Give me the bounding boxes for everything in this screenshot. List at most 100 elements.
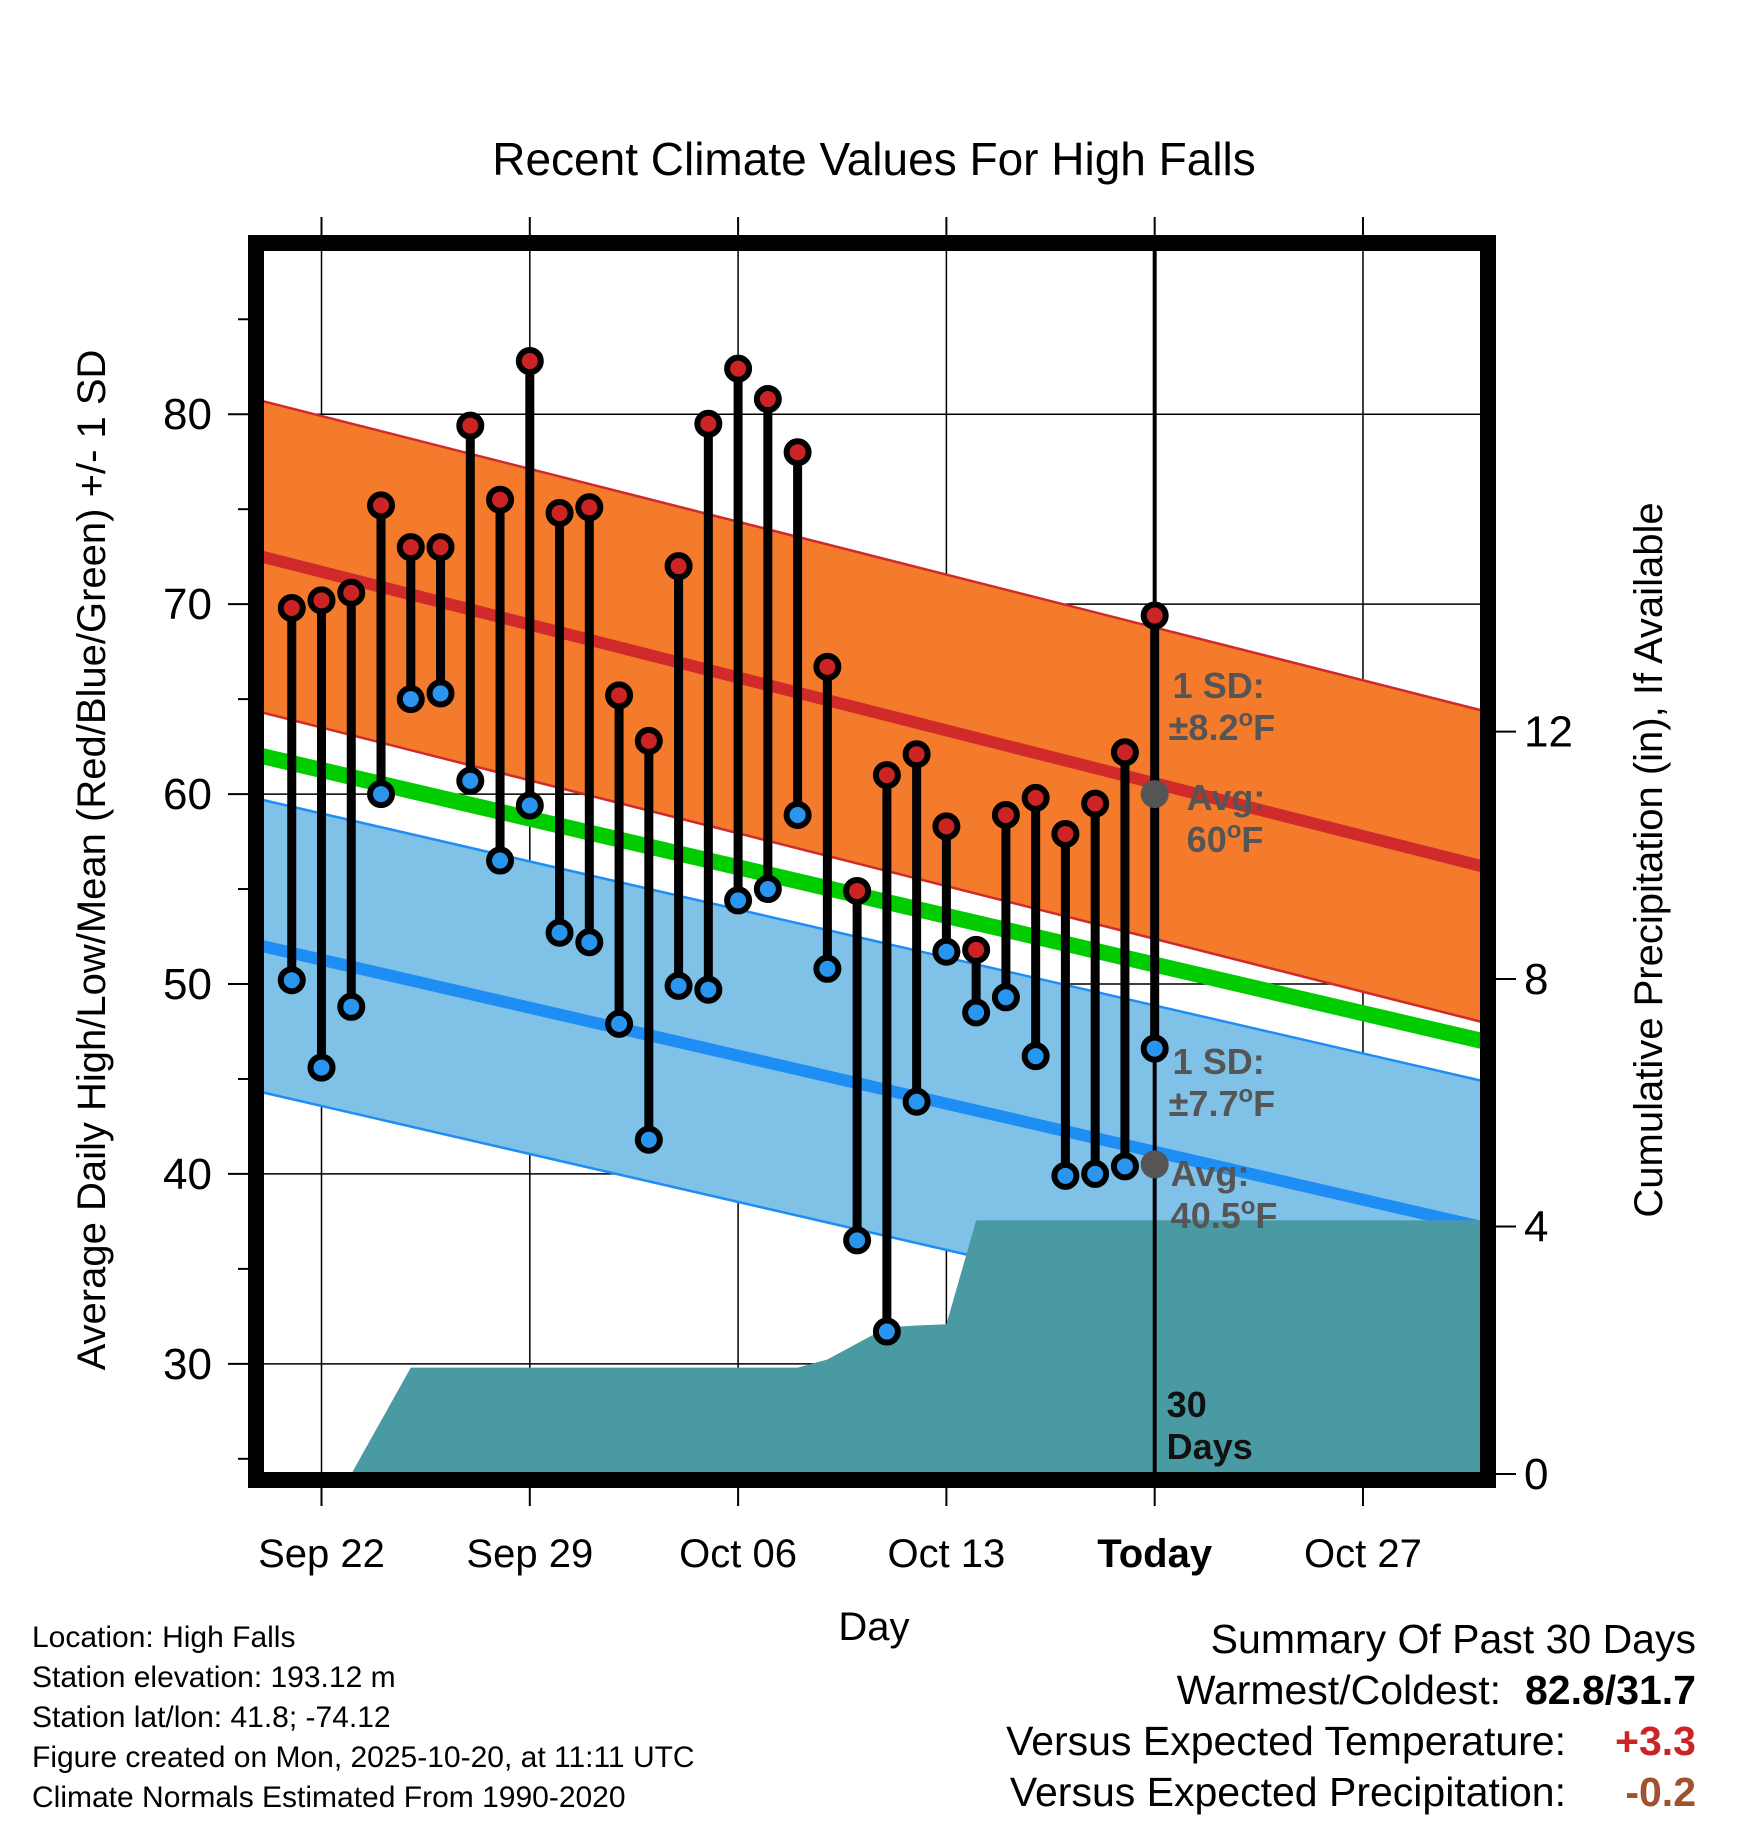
daily-low-point [367,780,396,809]
high-normal-sd-degree: o [1238,705,1253,732]
high-normal-sd-unit: F [1253,707,1275,748]
daily-low-point [337,992,366,1021]
high-normal-sd-label: 1 SD: [1173,665,1265,706]
low-normal-avg-unit: F [1255,1195,1277,1236]
days-label-line: 30 [1167,1384,1207,1425]
x-tick-label: Sep 22 [258,1532,385,1576]
daily-high-point [932,812,961,841]
y-tick-label: 70 [163,580,212,629]
temp-label: Versus Expected Temperature: [1006,1718,1566,1764]
daily-high-point [843,876,872,905]
y2-tick-label: 8 [1524,955,1548,1004]
daily-high-point [1021,783,1050,812]
y2-axis-label: Cumulative Precipitation (in), If Availa… [1627,502,1671,1217]
temp-value: +3.3 [1615,1718,1696,1764]
daily-high-point [991,800,1020,829]
x-tick-label: Oct 13 [887,1532,1005,1576]
daily-low-point [664,971,693,1000]
y2-tick-label: 0 [1524,1450,1548,1499]
high-normal-sd-value: ±8.2oF [1169,705,1275,748]
daily-low-point [843,1226,872,1255]
plot-border [248,235,1496,1488]
daily-high-point [486,485,515,514]
low-normal-avg-degree: o [1241,1193,1256,1220]
precip-label: Versus Expected Precipitation: [1009,1769,1566,1815]
high-normal-avg-label: Avg: [1187,777,1266,818]
daily-low-point [753,875,782,904]
low-normal-avg-marker [1140,1150,1169,1179]
daily-low-point [426,679,455,708]
y-tick-label: 40 [163,1150,212,1199]
plot-frame [248,235,1496,1488]
daily-low-point [932,937,961,966]
daily-high-point [694,409,723,438]
daily-low-point [991,983,1020,1012]
daily-high-point [605,681,634,710]
daily-high-point [277,593,306,622]
y2-tick-label: 4 [1524,1203,1548,1252]
daily-high-point [1110,738,1139,767]
daily-high-point [426,533,455,562]
daily-high-point [456,411,485,440]
daily-low-point [515,791,544,820]
daily-high-point [813,652,842,681]
daily-low-point [575,928,604,957]
daily-range-bars [277,347,1169,1346]
daily-low-point [605,1009,634,1038]
summary-title: Summary Of Past 30 Days [1210,1616,1696,1662]
high-normal-avg-value: 60oF [1187,817,1264,860]
daily-high-point [396,533,425,562]
low-normal-avg-label: Avg: [1171,1153,1250,1194]
daily-low-point [902,1087,931,1116]
y-tick-label: 50 [163,960,212,1009]
daily-low-point [1051,1161,1080,1190]
normal-high-line [260,550,1484,873]
summary-warmest-row: Warmest/Coldest: 82.8/31.7 [1006,1665,1696,1716]
summary-temp-row: Versus Expected Temperature: +3.3 [1006,1716,1696,1767]
latlon-text: Station lat/lon: 41.8; -74.12 [32,1701,391,1734]
daily-high-point [1051,819,1080,848]
daily-high-point [1081,789,1110,818]
daily-high-point [337,578,366,607]
daily-high-point [664,552,693,581]
low-normal-avg-value: 40.5oF [1171,1193,1278,1236]
high-normal-avg-marker [1140,780,1169,809]
daily-low-point [456,766,485,795]
daily-high-point [575,493,604,522]
daily-low-point [307,1053,336,1082]
precipitation-area [262,1220,1482,1474]
y-axis-label: Average Daily High/Low/Mean (Red/Blue/Gr… [70,350,114,1371]
high-sd-band-lower-edge [261,711,1483,1024]
daily-low-point [1140,1034,1169,1063]
daily-high-point [872,761,901,790]
elevation-text: Station elevation: 193.12 m [32,1661,396,1694]
x-axis-label: Day [838,1605,909,1649]
warmest-label: Warmest/Coldest: [1176,1667,1501,1713]
chart-title: Recent Climate Values For High Falls [492,133,1256,185]
low-normal-sd-degree: o [1238,1081,1253,1108]
precip-value: -0.2 [1625,1769,1696,1815]
daily-low-point [813,954,842,983]
x-tick-label: Oct 06 [679,1532,797,1576]
axes: 30 40 50 60 70 80 0 4 8 12 Sep 22 Sep 29 Oct 06 Oct 1… [163,217,1573,1576]
normal-low-line [260,940,1484,1233]
daily-low-point [634,1125,663,1154]
normal-mean-line [260,748,1484,1049]
daily-high-point [783,438,812,467]
daily-high-point [753,385,782,414]
x-tick-label: Oct 27 [1304,1532,1422,1576]
y-tick-label: 60 [163,770,212,819]
y-tick-label: 30 [163,1340,212,1389]
daily-low-point [277,966,306,995]
daily-low-point [486,846,515,875]
daily-low-point [783,800,812,829]
location-text: Location: High Falls [32,1621,296,1654]
daily-high-point [724,354,753,383]
daily-high-point [634,726,663,755]
high-sd-band-upper-edge [261,399,1483,712]
daily-high-point [962,935,991,964]
y-tick-label: 80 [163,390,212,439]
daily-high-point [1140,601,1169,630]
